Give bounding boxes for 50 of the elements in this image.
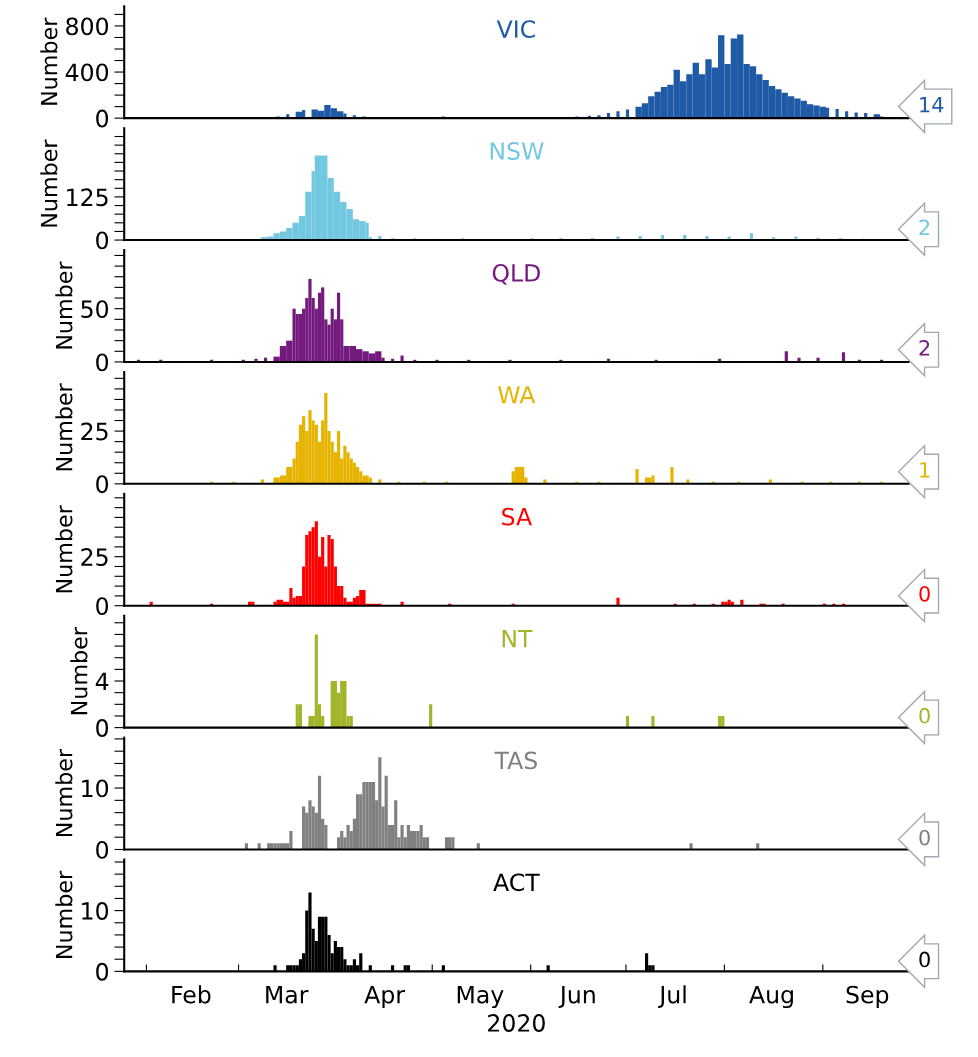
x-tick-label: Jul [658,985,686,1008]
text: ACT [493,873,540,892]
x-tick-label: Sep [846,985,889,1009]
annotation: 0 [919,585,930,602]
y-axis-title: Number [55,870,73,958]
y-axis-title: Number [70,627,88,715]
y-tick-label: 50 [81,300,109,318]
y-tick-label: 0 [96,475,109,494]
y-axis-title: Number [55,748,73,837]
x-axis-title: 2020 [488,1014,545,1032]
x-tick-label: May [457,986,504,1009]
annotation: 2 [919,219,930,236]
annotation: 14 [920,97,944,113]
y-tick-label: 25 [81,548,108,566]
text: SA [502,507,532,526]
y-tick-label: 0 [96,597,109,616]
y-tick-label: 0 [96,840,109,859]
y-tick-label: 0 [96,231,109,250]
y-tick-label: 0 [96,109,109,128]
y-tick-label: 125 [67,188,108,207]
y-tick-label: 10 [82,779,109,798]
y-tick-label: 25 [81,422,108,441]
text: QLD [492,263,540,285]
annotation: 0 [919,829,930,846]
annotation: 1 [920,462,930,478]
y-tick-label: 0 [96,719,109,737]
x-tick-label: Feb [172,985,211,1004]
y-tick-label: 800 [66,17,109,36]
text: WA [498,386,536,404]
annotation: 0 [919,951,930,968]
text: VIC [496,20,535,39]
y-tick-label: 0 [96,962,109,981]
x-tick-label: Aug [749,986,793,1009]
y-tick-label: 10 [82,902,109,920]
y-axis-title: Number [55,383,73,471]
y-tick-label: 0 [96,353,109,372]
annotation: 2 [919,340,930,356]
text: NSW [490,142,544,160]
x-tick-label: Mar [266,986,309,1004]
x-tick-label: Apr [364,986,406,1009]
y-tick-label: 400 [65,63,109,82]
y-axis-title: Number [55,261,73,349]
y-axis-title: Number [55,505,73,593]
annotation: 0 [919,707,930,724]
text: TAS [494,751,537,770]
y-tick-label: 4 [95,672,109,690]
x-tick-label: Jun [558,986,595,1008]
y-axis-title: Number [40,17,58,105]
y-axis-title: Number [40,139,58,227]
text: NT [502,629,533,648]
